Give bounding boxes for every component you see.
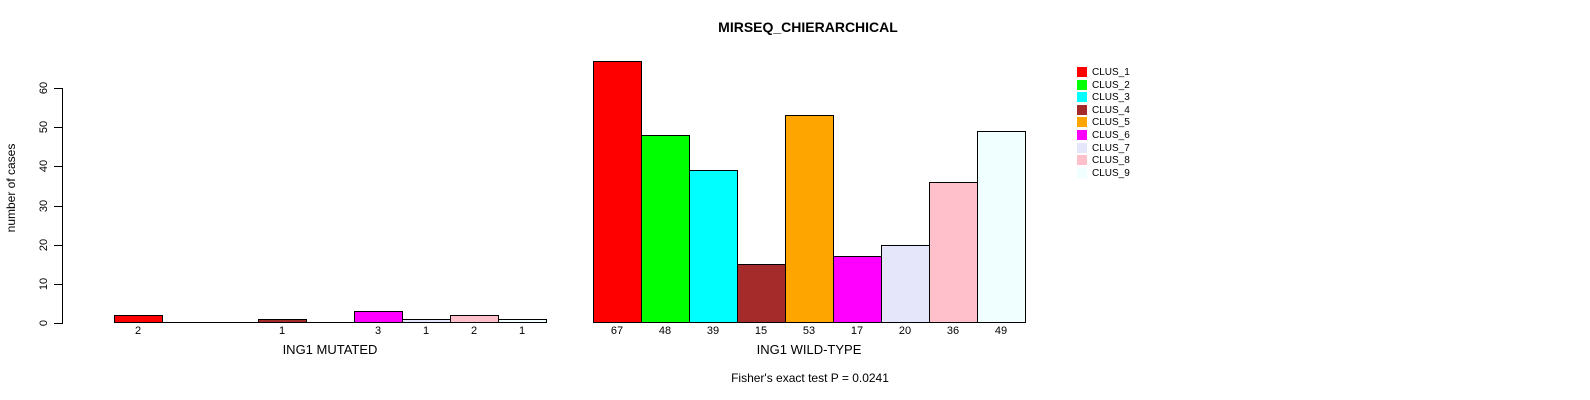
legend-swatch-clus_3 — [1077, 92, 1087, 102]
y-axis-line — [62, 88, 63, 324]
legend-item-clus_5: CLUS_5 — [1077, 116, 1130, 128]
legend-label: CLUS_7 — [1092, 142, 1130, 154]
group-baseline — [114, 322, 547, 323]
y-tick-label: 40 — [38, 160, 50, 173]
legend-label: CLUS_6 — [1092, 129, 1130, 141]
legend-item-clus_9: CLUS_9 — [1077, 167, 1130, 179]
group-label-mutated: ING1 MUTATED — [282, 342, 378, 357]
bar-value-label: 2 — [134, 325, 142, 337]
bar-value-label: 2 — [470, 325, 478, 337]
bar-value-label: 20 — [898, 325, 912, 337]
legend-swatch-clus_1 — [1077, 67, 1087, 77]
bar-clus_6-mutated — [354, 311, 403, 323]
y-tick-mark — [54, 166, 62, 168]
legend-label: CLUS_2 — [1092, 79, 1130, 91]
legend-item-clus_6: CLUS_6 — [1077, 129, 1130, 141]
legend-swatch-clus_2 — [1077, 80, 1087, 90]
legend-item-clus_8: CLUS_8 — [1077, 154, 1130, 166]
legend-item-clus_7: CLUS_7 — [1077, 142, 1130, 154]
y-tick-mark — [54, 127, 62, 129]
bar-clus_6-wildtype — [833, 256, 882, 323]
chart-title: MIRSEQ_CHIERARCHICAL — [718, 19, 898, 35]
fisher-test-annotation: Fisher's exact test P = 0.0241 — [731, 371, 889, 385]
legend-item-clus_3: CLUS_3 — [1077, 91, 1130, 103]
legend-swatch-clus_4 — [1077, 105, 1087, 115]
legend-swatch-clus_8 — [1077, 155, 1087, 165]
bar-value-label: 48 — [658, 325, 672, 337]
bar-clus_5-wildtype — [785, 115, 834, 323]
y-tick-mark — [54, 205, 62, 207]
legend-label: CLUS_4 — [1092, 104, 1130, 116]
legend-label: CLUS_8 — [1092, 154, 1130, 166]
legend-swatch-clus_9 — [1077, 168, 1087, 178]
legend-label: CLUS_9 — [1092, 167, 1130, 179]
bar-clus_9-wildtype — [977, 131, 1026, 323]
bar-value-label: 1 — [422, 325, 430, 337]
legend-label: CLUS_5 — [1092, 116, 1130, 128]
legend-label: CLUS_1 — [1092, 66, 1130, 78]
bar-clus_2-wildtype — [641, 135, 690, 323]
bar-value-label: 67 — [610, 325, 624, 337]
bar-clus_9-mutated — [498, 319, 547, 323]
y-tick-mark — [54, 283, 62, 285]
legend-item-clus_2: CLUS_2 — [1077, 79, 1130, 91]
bar-value-label: 1 — [278, 325, 286, 337]
y-tick-mark — [54, 244, 62, 246]
bar-value-label: 39 — [706, 325, 720, 337]
legend-item-clus_1: CLUS_1 — [1077, 66, 1130, 78]
bar-clus_1-mutated — [114, 315, 163, 323]
bar-value-label: 3 — [374, 325, 382, 337]
legend-label: CLUS_3 — [1092, 91, 1130, 103]
y-tick-label: 10 — [38, 277, 50, 290]
bar-value-label: 1 — [518, 325, 526, 337]
bar-value-label: 15 — [754, 325, 768, 337]
bar-clus_8-mutated — [450, 315, 499, 323]
legend-swatch-clus_6 — [1077, 130, 1087, 140]
y-tick-label: 50 — [38, 121, 50, 134]
bar-value-label: 36 — [946, 325, 960, 337]
legend-swatch-clus_5 — [1077, 117, 1087, 127]
y-tick-label: 0 — [38, 319, 50, 327]
bar-value-label: 17 — [850, 325, 864, 337]
y-tick-mark — [54, 88, 62, 89]
bar-clus_4-wildtype — [737, 264, 786, 323]
bar-value-label: 49 — [994, 325, 1008, 337]
legend-item-clus_4: CLUS_4 — [1077, 104, 1130, 116]
bar-clus_3-wildtype — [689, 170, 738, 323]
y-tick-label: 20 — [38, 238, 50, 251]
bar-clus_7-wildtype — [881, 245, 930, 323]
y-axis-label: number of cases — [4, 143, 18, 233]
group-label-wildtype: ING1 WILD-TYPE — [756, 342, 862, 357]
bar-clus_1-wildtype — [593, 61, 642, 323]
y-tick-label: 60 — [38, 81, 50, 95]
y-tick-mark — [54, 323, 62, 324]
bar-clus_4-mutated — [258, 319, 307, 323]
legend-swatch-clus_7 — [1077, 143, 1087, 153]
bar-clus_8-wildtype — [929, 182, 978, 323]
bar-value-label: 53 — [802, 325, 816, 337]
bar-clus_7-mutated — [402, 319, 451, 323]
y-tick-label: 30 — [38, 199, 50, 212]
